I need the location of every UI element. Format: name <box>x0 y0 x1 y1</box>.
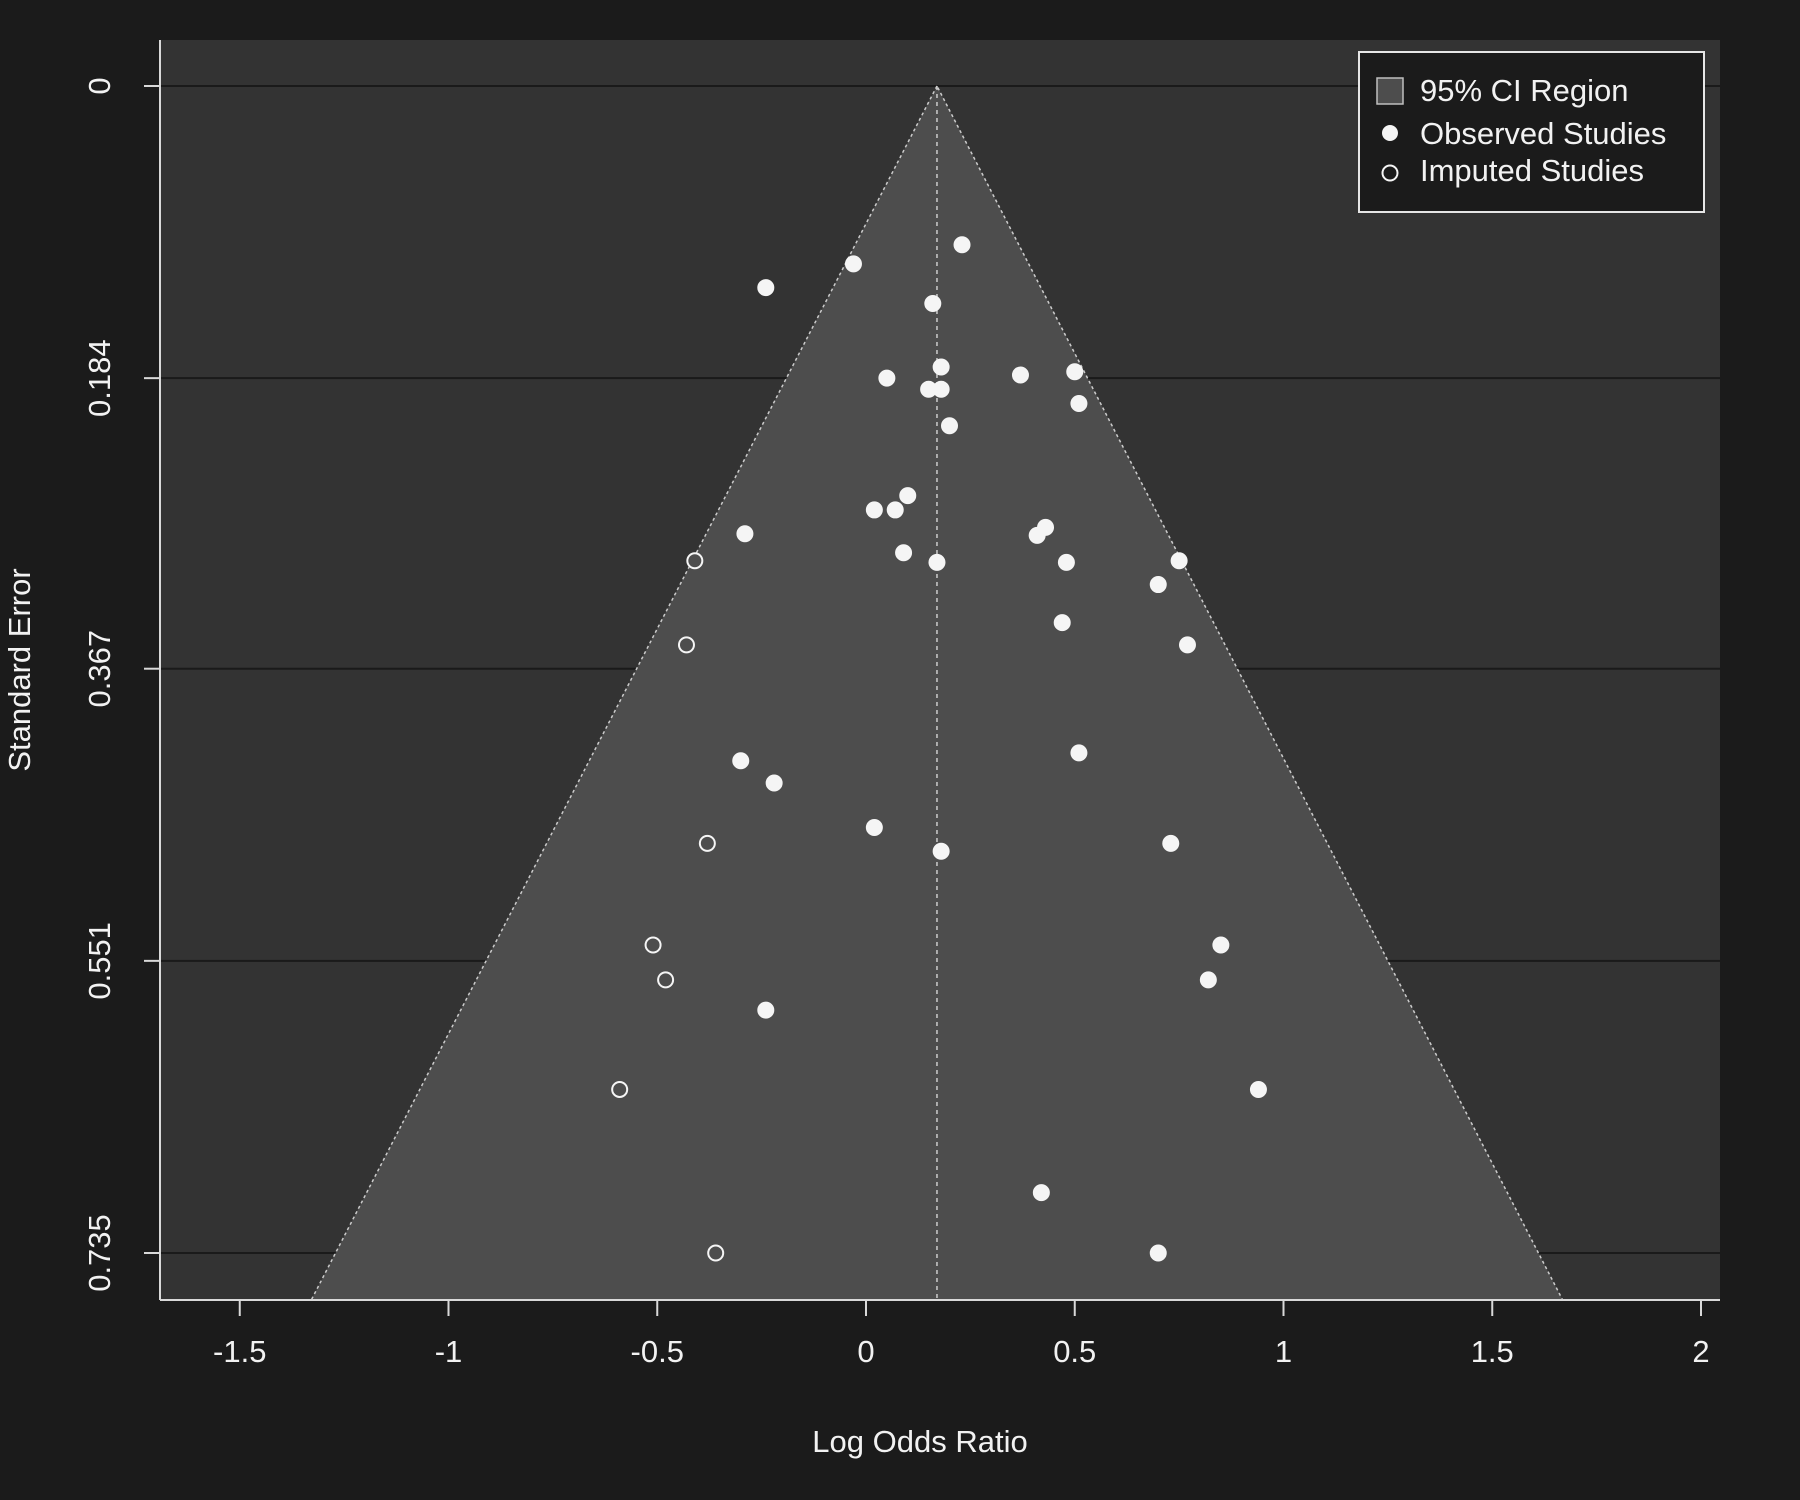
legend-swatch-observed <box>1382 125 1398 141</box>
observed-point-18 <box>895 544 913 562</box>
observed-point-17 <box>1028 526 1046 544</box>
observed-point-13 <box>865 501 883 519</box>
x-tick-label-2: -0.5 <box>631 1334 684 1369</box>
y-tick-label-0: 0 <box>82 77 117 94</box>
legend-swatch-imputed <box>1381 164 1399 182</box>
y-axis-ticks: 0 0.184 0.367 0.551 0.735 <box>82 77 160 1292</box>
legend-label-observed: Observed Studies <box>1420 116 1666 151</box>
observed-point-7 <box>1066 363 1084 381</box>
observed-point-25 <box>1070 744 1088 762</box>
y-tick-label-2: 0.367 <box>82 630 117 708</box>
observed-point-19 <box>928 553 946 571</box>
y-tick-label-4: 0.735 <box>82 1214 117 1292</box>
observed-point-12 <box>899 487 917 505</box>
observed-point-29 <box>932 842 950 860</box>
imputed-point-3 <box>644 936 662 954</box>
observed-point-35 <box>1032 1184 1050 1202</box>
x-tick-label-6: 1.5 <box>1471 1334 1514 1369</box>
study-points <box>611 236 1267 1262</box>
imputed-point-4 <box>657 971 675 989</box>
observed-point-10 <box>1070 395 1088 413</box>
imputed-point-5 <box>611 1080 629 1098</box>
observed-point-2 <box>757 279 775 297</box>
y-axis-title: Standard Error <box>2 568 37 771</box>
observed-point-3 <box>924 295 942 313</box>
x-tick-label-5: 1 <box>1275 1334 1292 1369</box>
imputed-point-1 <box>677 636 695 654</box>
observed-point-14 <box>886 501 904 519</box>
observed-point-22 <box>1149 576 1167 594</box>
observed-point-21 <box>1170 552 1188 570</box>
axes: -1.5 -1 -0.5 0 0.5 1 1.5 2 0 0.184 0.367 0.551 0.73… <box>82 40 1720 1369</box>
legend: 95% CI Region Observed Studies Imputed S… <box>1358 51 1705 213</box>
observed-point-32 <box>1199 971 1217 989</box>
x-axis-title: Log Odds Ratio <box>812 1424 1027 1459</box>
y-tick-label-1: 0.184 <box>82 339 117 417</box>
observed-point-11 <box>941 417 958 435</box>
x-tick-label-3: 0 <box>857 1334 874 1369</box>
legend-swatch-ci-region <box>1376 77 1404 105</box>
observed-point-27 <box>765 774 783 792</box>
imputed-point-0 <box>686 552 704 570</box>
legend-label-ci-region: 95% CI Region <box>1420 73 1629 108</box>
observed-point-6 <box>1011 366 1029 384</box>
observed-point-0 <box>953 236 971 254</box>
observed-point-31 <box>1212 936 1230 954</box>
observed-point-5 <box>878 369 896 387</box>
ci-region <box>310 84 1564 1301</box>
observed-point-26 <box>732 752 750 770</box>
observed-point-33 <box>757 1001 775 1019</box>
x-tick-label-4: 0.5 <box>1053 1334 1096 1369</box>
x-tick-label-0: -1.5 <box>213 1334 266 1369</box>
x-tick-label-1: -1 <box>435 1334 463 1369</box>
legend-box <box>1358 51 1705 213</box>
observed-point-9 <box>932 380 950 398</box>
observed-point-20 <box>1057 553 1075 571</box>
imputed-point-2 <box>698 834 716 852</box>
observed-point-23 <box>1053 614 1071 632</box>
x-tick-label-7: 2 <box>1692 1334 1709 1369</box>
observed-point-15 <box>736 525 754 543</box>
x-axis-ticks: -1.5 -1 -0.5 0 0.5 1 1.5 2 <box>213 1300 1710 1369</box>
observed-point-36 <box>1149 1244 1167 1262</box>
observed-point-4 <box>932 358 950 376</box>
observed-point-34 <box>1249 1080 1267 1098</box>
observed-point-28 <box>865 818 883 836</box>
observed-point-1 <box>844 255 862 273</box>
legend-label-imputed: Imputed Studies <box>1420 153 1644 188</box>
observed-point-24 <box>1178 636 1196 654</box>
imputed-point-6 <box>707 1244 725 1262</box>
y-tick-label-3: 0.551 <box>82 922 117 1000</box>
observed-point-30 <box>1162 834 1180 852</box>
